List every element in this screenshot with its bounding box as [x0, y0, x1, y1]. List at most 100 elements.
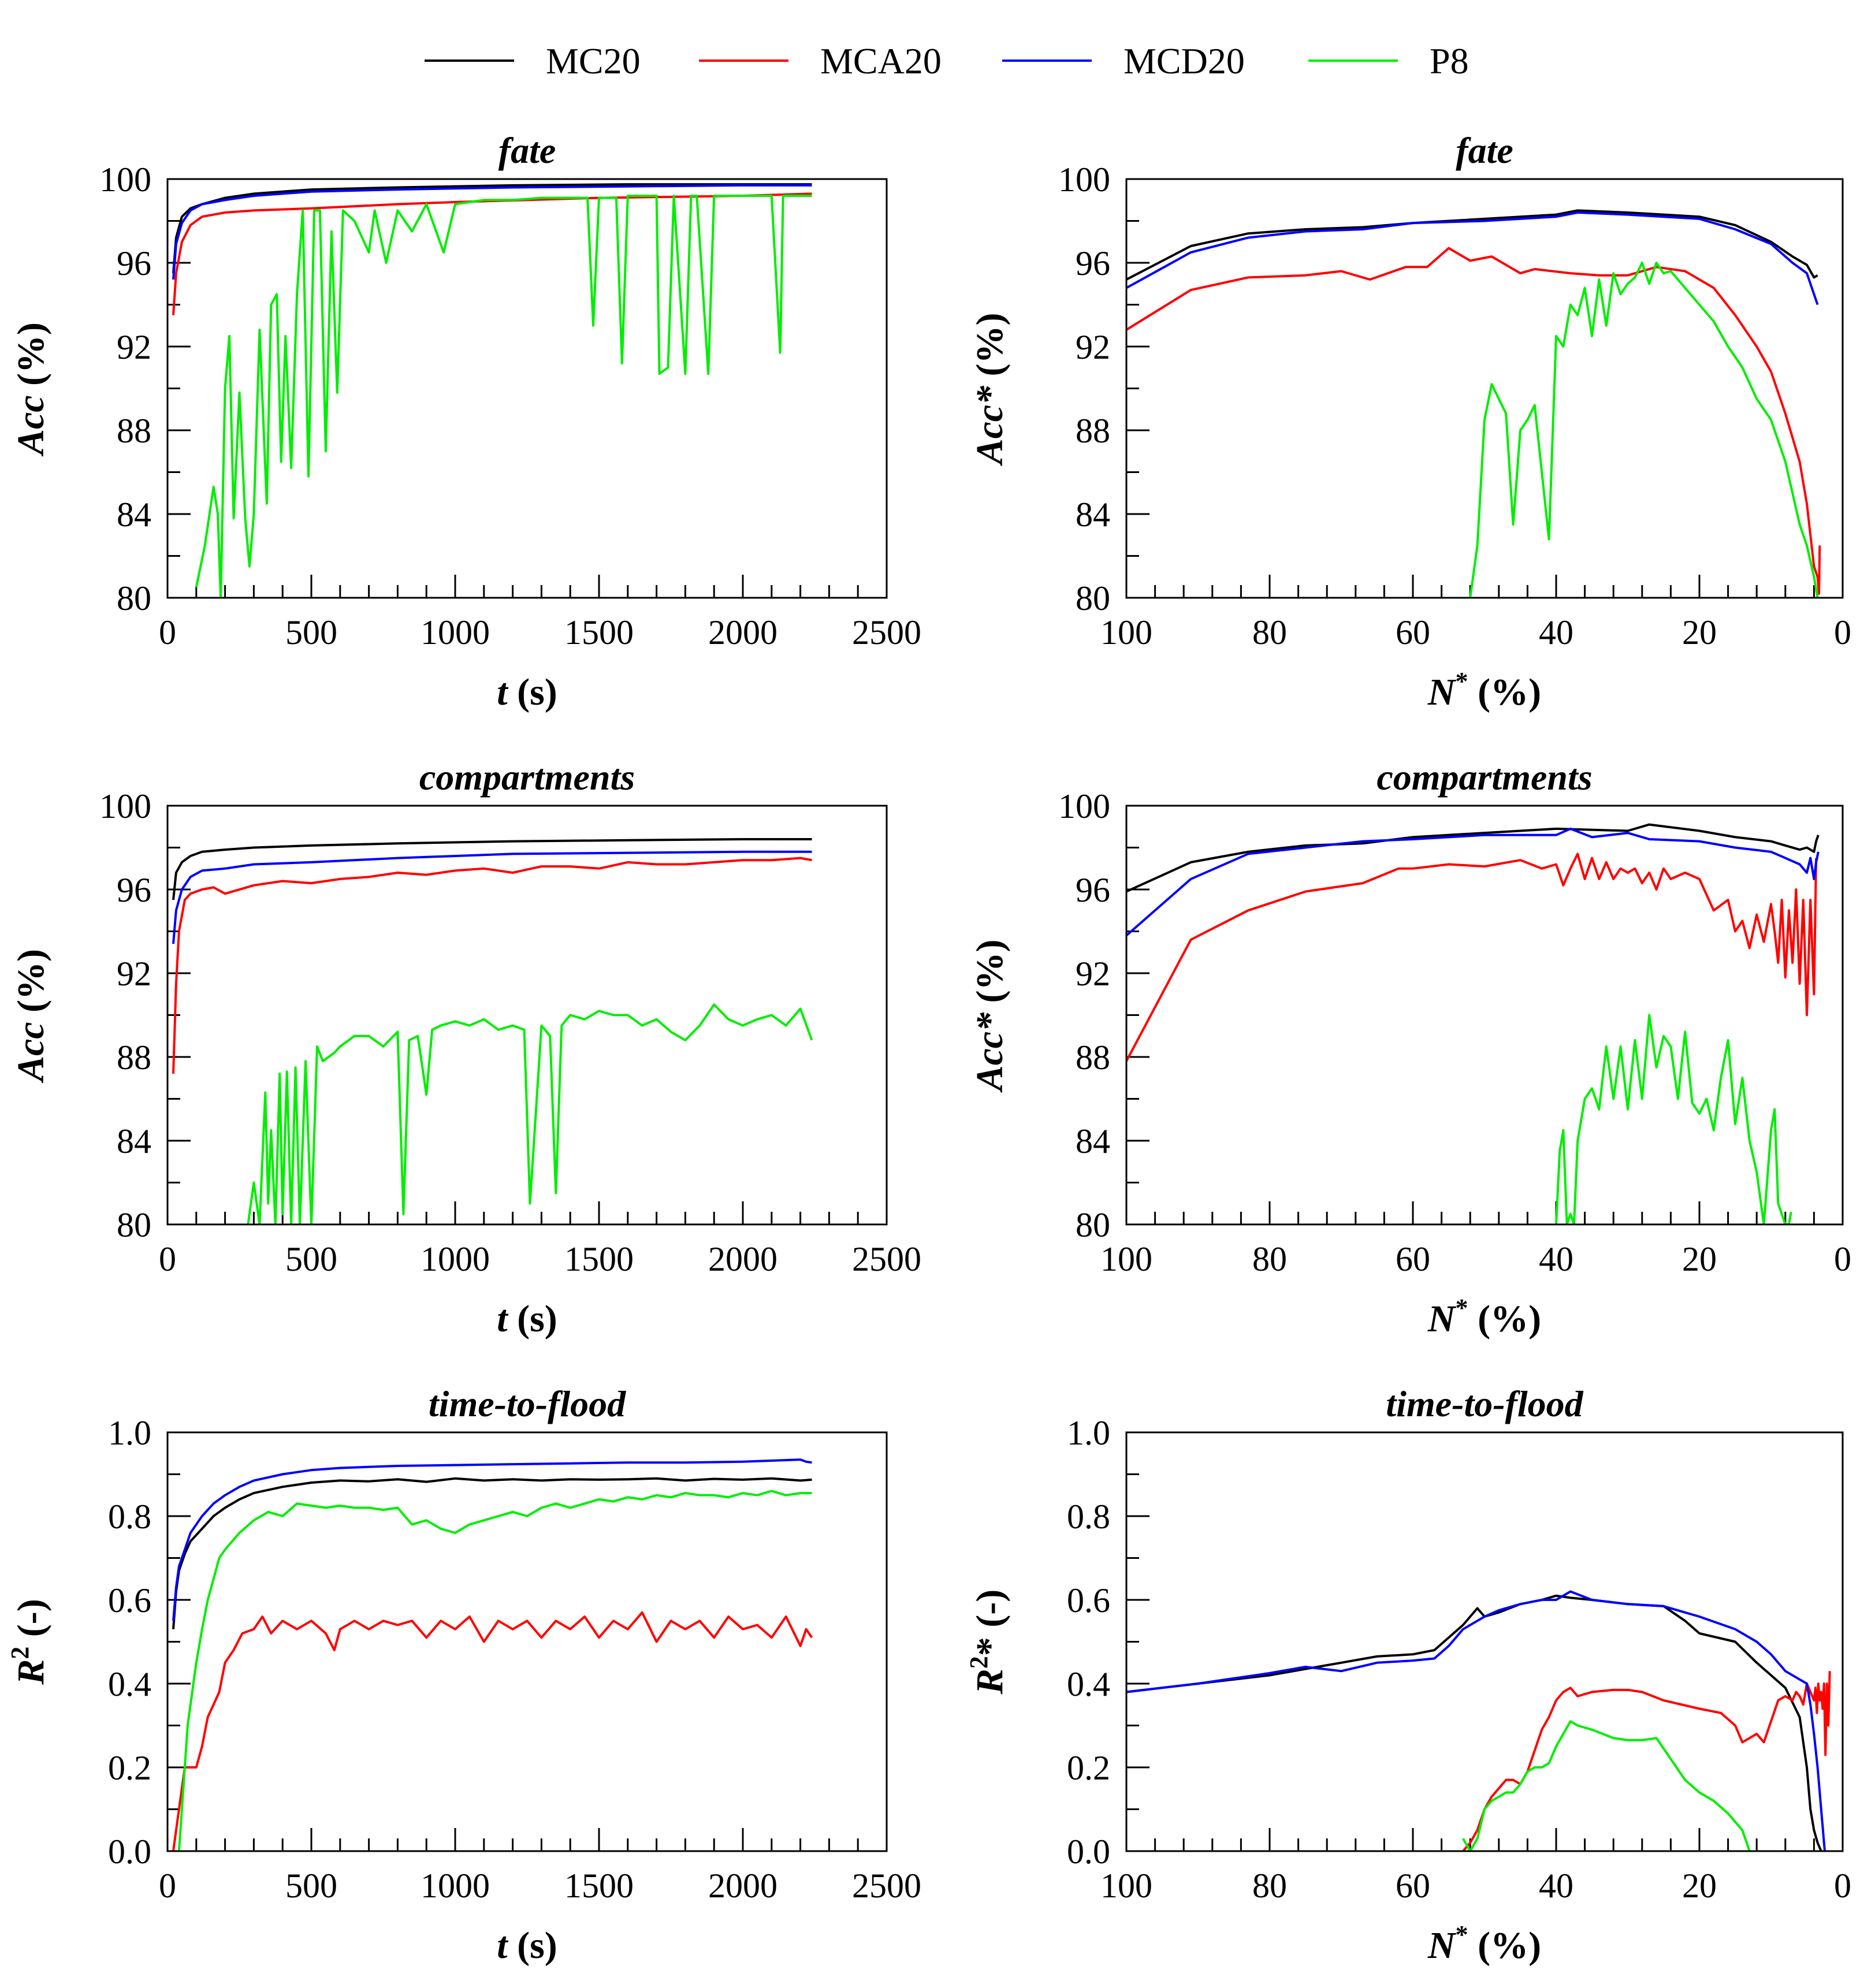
y-tick-label: 96	[1076, 871, 1110, 909]
y-tick-label: 100	[1058, 787, 1110, 825]
plot-frame	[166, 178, 888, 599]
y-tick-label: 0.4	[1067, 1665, 1110, 1703]
panel-title: fate	[1456, 130, 1513, 171]
x-tick-label: 100	[1100, 613, 1152, 652]
x-axis-label-symbol: N	[1427, 1924, 1457, 1967]
series-line-p8	[1469, 262, 1819, 598]
y-axis-label: Acc (%)	[10, 322, 52, 457]
y-tick-label: 0.0	[108, 1833, 151, 1871]
series-line-mc20	[172, 838, 812, 900]
y-axis-label: R2 (-)	[6, 1599, 52, 1685]
series-line-mcd20	[172, 184, 812, 280]
x-tick-label: 60	[1396, 613, 1430, 652]
y-axis-label-unit: (%)	[969, 939, 1011, 1012]
series-line-mca20	[172, 192, 812, 315]
plot-area	[172, 183, 812, 598]
x-tick-label: 1500	[564, 613, 634, 652]
plot-area	[172, 838, 813, 1224]
y-tick-label: 80	[117, 1206, 151, 1244]
series-line-mcd20	[1126, 211, 1819, 306]
x-tick-label: 0	[1834, 1240, 1851, 1278]
y-axis-label-unit: (%)	[10, 322, 52, 395]
x-tick-label: 2000	[708, 613, 777, 652]
series-line-mcd20	[172, 850, 812, 944]
x-tick-label: 80	[1252, 1240, 1287, 1278]
y-tick-label: 0.8	[1067, 1498, 1110, 1536]
x-axis-label-unit: (%)	[1468, 671, 1541, 713]
y-tick-label: 96	[117, 244, 151, 282]
series-line-p8	[195, 195, 812, 598]
panel-title: compartments	[1377, 757, 1592, 798]
series-line-mcd20	[1126, 1590, 1826, 1851]
x-tick-label: 2500	[852, 1240, 921, 1278]
x-axis-label-symbol: t	[497, 671, 508, 713]
x-axis-label-sup: *	[1456, 1294, 1468, 1322]
y-axis-label: Acc* (%)	[969, 312, 1011, 466]
x-tick-label: 500	[285, 613, 337, 652]
x-tick-label: 0	[159, 1240, 176, 1278]
y-tick-label: 88	[1076, 412, 1110, 450]
y-tick-label: 80	[117, 579, 151, 617]
x-axis-label-sup: *	[1456, 667, 1468, 695]
y-tick-label: 84	[117, 496, 151, 534]
y-tick-label: 80	[1076, 579, 1110, 617]
series-line-p8	[1555, 1014, 1792, 1224]
legend-label-p8: P8	[1430, 40, 1469, 81]
x-tick-label: 80	[1252, 613, 1287, 652]
plot-area	[1126, 823, 1820, 1224]
y-axis-label-unit: (-)	[10, 1599, 52, 1646]
legend-label-mca20: MCA20	[820, 40, 942, 81]
x-axis-label: N* (%)	[1427, 667, 1541, 713]
x-axis-label-unit: (s)	[508, 1298, 557, 1340]
panel-compartments-time: compartments 0 500 1000 1500 2000 2500 80 84 88 92…	[10, 757, 921, 1340]
y-axis-label: Acc (%)	[10, 949, 52, 1084]
y-tick-label: 1.0	[1067, 1414, 1110, 1452]
series-line-mcd20	[1126, 827, 1820, 937]
x-tick-label: 100	[1100, 1240, 1152, 1278]
plot-frame	[166, 805, 888, 1226]
panel-fate-time: fate 0 500 1000 1500 2000 2500 80 84 88 92 96 100 t (…	[10, 130, 921, 713]
series-line-mca20	[172, 857, 812, 1074]
series-line-mca20	[1126, 247, 1821, 595]
x-tick-label: 0	[159, 1867, 176, 1905]
x-tick-label: 500	[285, 1867, 337, 1905]
x-axis-label: N* (%)	[1427, 1920, 1541, 1967]
y-tick-label: 92	[1076, 955, 1110, 993]
x-tick-label: 0	[159, 613, 176, 652]
legend: MC20 MCA20 MCD20 P8	[425, 40, 1469, 81]
series-line-p8	[247, 1003, 813, 1224]
x-tick-label: 2500	[852, 1867, 921, 1905]
panel-ttf-time: time-to-flood 0 500 1000 1500 2000 2500 0.0 0.2 0…	[6, 1383, 921, 1967]
x-tick-label: 60	[1396, 1240, 1430, 1278]
y-axis-label-unit: (%)	[10, 949, 52, 1022]
series-line-mc20	[1126, 823, 1820, 893]
x-tick-label: 40	[1539, 1867, 1573, 1905]
series-line-mc20	[172, 183, 812, 274]
y-tick-label: 92	[117, 328, 151, 366]
y-axis-label-unit: (%)	[969, 312, 1011, 385]
x-axis-label-symbol: N	[1427, 671, 1457, 713]
legend-label-mcd20: MCD20	[1123, 40, 1245, 81]
panel-title: time-to-flood	[1386, 1383, 1583, 1424]
panel-title: time-to-flood	[429, 1383, 626, 1424]
x-tick-label: 20	[1682, 1867, 1717, 1905]
series-line-mca20	[1126, 852, 1818, 1062]
x-tick-label: 500	[285, 1240, 337, 1278]
plot-frame	[1125, 1431, 1844, 1852]
x-tick-label: 2000	[708, 1240, 777, 1278]
series-line-mc20	[172, 1477, 812, 1629]
y-tick-label: 100	[99, 161, 151, 199]
x-tick-label: 60	[1396, 1867, 1430, 1905]
x-axis-label: t (s)	[497, 1924, 557, 1967]
series-line-p8	[1462, 1720, 1751, 1851]
y-tick-label: 88	[117, 1038, 151, 1077]
y-tick-label: 84	[117, 1122, 151, 1160]
x-tick-label: 20	[1682, 613, 1717, 652]
x-axis-label-unit: (s)	[508, 1924, 557, 1967]
legend-item-mc20: MC20	[425, 40, 641, 81]
legend-item-mcd20: MCD20	[1002, 40, 1245, 81]
plot-area	[1126, 209, 1821, 598]
